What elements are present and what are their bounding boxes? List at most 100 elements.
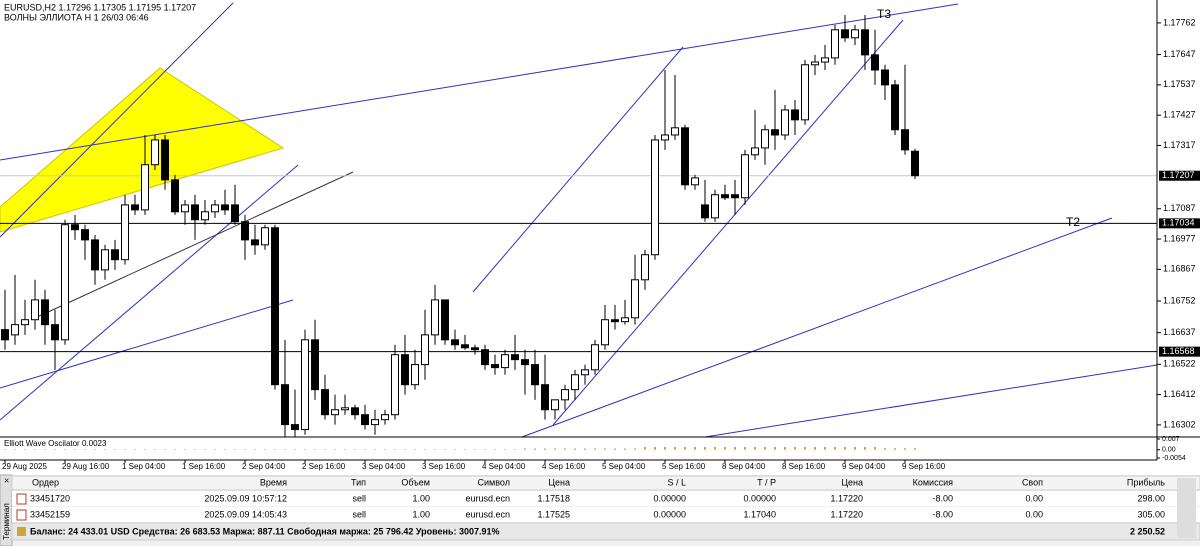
y-tick-label: 1.17647 xyxy=(1163,49,1196,59)
cell: 298.00 xyxy=(1137,493,1165,503)
candle-body xyxy=(441,299,449,341)
osc-bar xyxy=(54,449,56,450)
candle-body xyxy=(371,419,379,426)
osc-tick-label: 0.00 xyxy=(1162,447,1176,454)
osc-bar xyxy=(774,446,776,450)
column-header[interactable]: Своп xyxy=(1022,477,1043,487)
candle-body xyxy=(451,339,459,346)
candle-body xyxy=(231,204,239,223)
price-tag-label: 1.17207 xyxy=(1162,170,1195,180)
balance-icon xyxy=(17,527,26,536)
column-header[interactable]: S / L xyxy=(667,477,686,487)
osc-bar xyxy=(844,446,846,450)
column-header[interactable]: Комиссия xyxy=(913,477,953,487)
osc-bar xyxy=(754,446,756,450)
osc-bar xyxy=(324,449,326,450)
osc-bar xyxy=(654,446,656,450)
osc-bar xyxy=(764,446,766,450)
osc-bar xyxy=(464,449,466,450)
candle-body xyxy=(291,424,299,431)
table-row[interactable] xyxy=(12,507,1200,522)
osc-bar xyxy=(874,446,876,450)
trend-line xyxy=(0,164,299,421)
x-tick-label: 1 Sep 16:00 xyxy=(182,462,226,471)
candle-body xyxy=(471,347,479,351)
osc-bar xyxy=(674,446,676,450)
candle-body xyxy=(811,61,819,66)
osc-bar xyxy=(274,449,276,450)
osc-bar xyxy=(734,446,736,450)
candle-body xyxy=(551,399,559,411)
column-header[interactable]: Время xyxy=(260,477,287,487)
scrollbar[interactable] xyxy=(1177,478,1196,538)
candle-body xyxy=(131,204,139,211)
osc-bar xyxy=(594,448,596,450)
candle-body xyxy=(851,29,859,39)
column-header[interactable]: T / P xyxy=(757,477,776,487)
column-header[interactable]: Ордер xyxy=(32,477,59,487)
candle-body xyxy=(911,150,919,177)
column-header[interactable]: Символ xyxy=(478,477,510,487)
order-icon xyxy=(16,493,27,505)
column-header[interactable]: Объем xyxy=(401,477,430,487)
trend-line xyxy=(0,3,959,161)
cell: -8.00 xyxy=(932,509,953,519)
column-header[interactable]: Цена xyxy=(841,477,863,487)
cell: sell xyxy=(352,493,366,503)
elliott-triangle xyxy=(0,67,285,233)
table-row[interactable] xyxy=(12,491,1200,506)
cell: 1.17040 xyxy=(743,509,776,519)
osc-bar xyxy=(484,449,486,450)
candle-body xyxy=(821,57,829,63)
osc-bar xyxy=(64,449,66,450)
osc-bar xyxy=(894,448,896,450)
candle-body xyxy=(141,164,149,211)
osc-bar xyxy=(624,448,626,450)
osc-bar xyxy=(854,446,856,450)
osc-bar xyxy=(164,449,166,450)
osc-bar xyxy=(394,449,396,450)
osc-bar xyxy=(124,449,126,450)
osc-bar xyxy=(14,449,16,450)
price-tag xyxy=(1159,218,1200,229)
candle-body xyxy=(1,329,9,341)
cell: sell xyxy=(352,509,366,519)
trend-line xyxy=(704,364,1158,438)
candle-body xyxy=(841,29,849,39)
osc-bar xyxy=(604,448,606,450)
trend-line xyxy=(472,46,684,293)
osc-bar xyxy=(864,446,866,450)
candle-body xyxy=(431,299,439,336)
osc-bar xyxy=(434,449,436,450)
candle-body xyxy=(301,339,309,431)
cell: 2025.09.09 14:05:43 xyxy=(204,509,287,519)
price-plot xyxy=(0,14,1157,437)
osc-bar xyxy=(524,448,526,450)
cell: 33451720 xyxy=(30,493,70,503)
column-header[interactable]: Цена xyxy=(548,477,570,487)
osc-bar xyxy=(114,449,116,450)
cell: eurusd.ecn xyxy=(465,493,510,503)
osc-bar xyxy=(334,449,336,450)
column-header[interactable]: Тип xyxy=(351,477,366,487)
osc-bar xyxy=(154,449,156,450)
candle-body xyxy=(721,194,729,199)
osc-bar xyxy=(144,449,146,450)
trend-line xyxy=(0,2,234,238)
column-header[interactable]: Прибыль xyxy=(1127,477,1165,487)
osc-bar xyxy=(284,449,286,450)
y-tick-label: 1.16977 xyxy=(1163,233,1196,243)
candle-body xyxy=(271,227,279,386)
y-tick-label: 1.16302 xyxy=(1163,419,1196,429)
close-icon[interactable]: × xyxy=(4,475,9,485)
candle-body xyxy=(151,139,159,166)
y-tick-label: 1.16867 xyxy=(1163,264,1196,274)
candle-body xyxy=(801,64,809,121)
candle-body xyxy=(611,319,619,323)
x-tick-label: 3 Sep 04:00 xyxy=(362,462,406,471)
x-tick-label: 29 Aug 16:00 xyxy=(62,462,110,471)
osc-bar xyxy=(824,446,826,450)
candle-body xyxy=(351,407,359,416)
osc-bar xyxy=(4,449,6,450)
